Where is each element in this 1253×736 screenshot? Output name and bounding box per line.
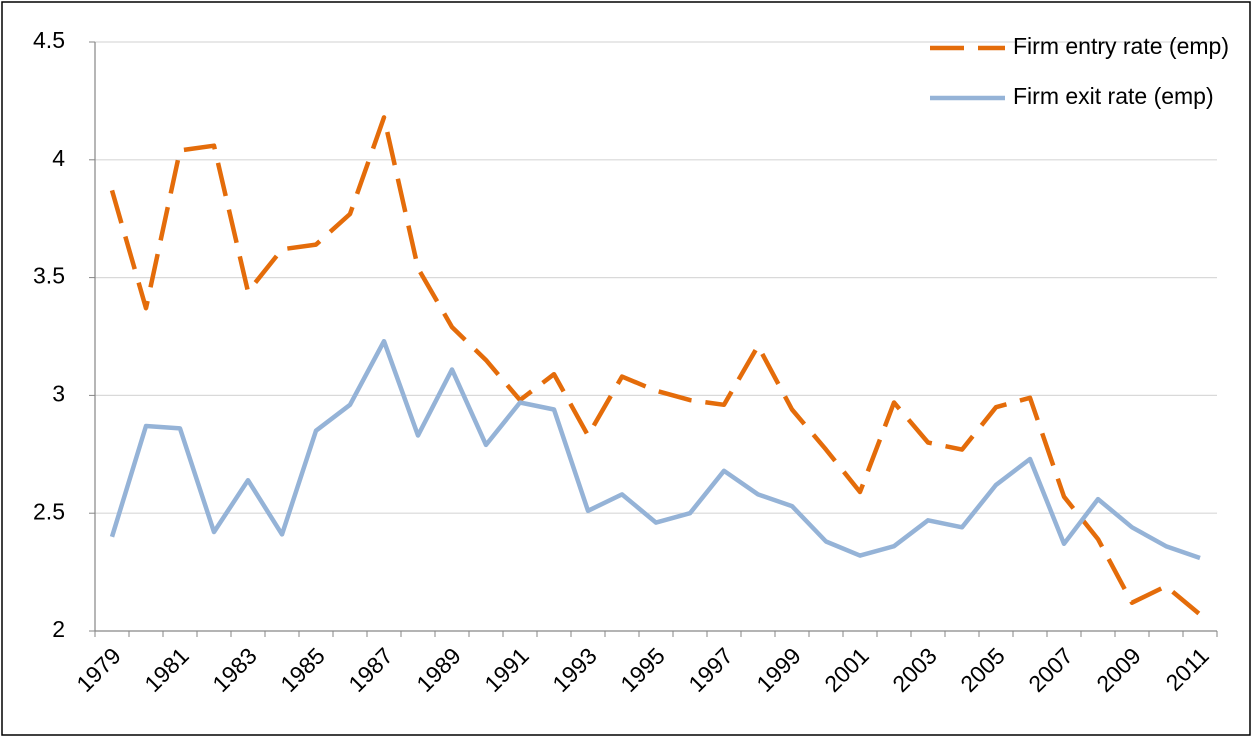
x-tick-label: 1981 bbox=[139, 642, 194, 697]
x-tick-label: 2011 bbox=[1160, 642, 1213, 695]
legend-label: Firm entry rate (emp) bbox=[1013, 33, 1229, 59]
x-tick-label: 2005 bbox=[955, 642, 1010, 697]
x-tick-label: 1983 bbox=[207, 642, 262, 697]
series-line bbox=[109, 338, 1201, 561]
x-tick-label: 2003 bbox=[887, 642, 942, 697]
series-line bbox=[109, 115, 1202, 617]
y-tick-label: 4.5 bbox=[33, 27, 65, 53]
x-tick-label: 1995 bbox=[615, 642, 670, 697]
x-tick-label: 1991 bbox=[479, 642, 534, 697]
x-tick-label: 1985 bbox=[275, 642, 330, 697]
x-tick-label: 2009 bbox=[1091, 642, 1146, 697]
x-tick-label: 1979 bbox=[71, 642, 126, 697]
x-tick-label: 1987 bbox=[343, 642, 398, 697]
legend-label: Firm exit rate (emp) bbox=[1013, 83, 1214, 109]
x-tick-label: 1989 bbox=[411, 642, 466, 697]
y-tick-label: 3 bbox=[52, 380, 65, 406]
x-tick-label: 1999 bbox=[751, 642, 806, 697]
x-tick-label: 2001 bbox=[819, 642, 874, 697]
y-tick-label: 2.5 bbox=[33, 498, 65, 524]
x-tick-label: 2007 bbox=[1023, 642, 1078, 697]
y-tick-label: 4 bbox=[52, 145, 65, 171]
y-tick-label: 2 bbox=[52, 616, 65, 642]
x-tick-label: 1993 bbox=[547, 642, 602, 697]
y-tick-label: 3.5 bbox=[33, 263, 65, 289]
x-tick-label: 1997 bbox=[683, 642, 738, 697]
